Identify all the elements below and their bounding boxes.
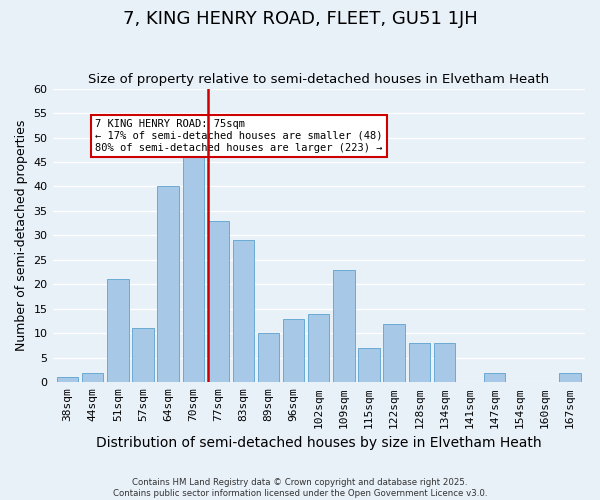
Bar [434,343,455,382]
Bar [308,314,329,382]
Bar [57,378,78,382]
Bar [409,343,430,382]
Bar [559,372,581,382]
Bar [484,372,505,382]
Bar [233,240,254,382]
Bar [208,220,229,382]
Bar [258,334,279,382]
Bar [82,372,103,382]
Bar [107,280,128,382]
Bar [358,348,380,382]
Bar [383,324,405,382]
Bar [132,328,154,382]
Text: Contains HM Land Registry data © Crown copyright and database right 2025.
Contai: Contains HM Land Registry data © Crown c… [113,478,487,498]
X-axis label: Distribution of semi-detached houses by size in Elvetham Heath: Distribution of semi-detached houses by … [96,436,542,450]
Bar [283,318,304,382]
Title: Size of property relative to semi-detached houses in Elvetham Heath: Size of property relative to semi-detach… [88,73,550,86]
Text: 7 KING HENRY ROAD: 75sqm
← 17% of semi-detached houses are smaller (48)
80% of s: 7 KING HENRY ROAD: 75sqm ← 17% of semi-d… [95,120,383,152]
Y-axis label: Number of semi-detached properties: Number of semi-detached properties [15,120,28,351]
Bar [182,152,204,382]
Text: 7, KING HENRY ROAD, FLEET, GU51 1JH: 7, KING HENRY ROAD, FLEET, GU51 1JH [122,10,478,28]
Bar [157,186,179,382]
Bar [333,270,355,382]
